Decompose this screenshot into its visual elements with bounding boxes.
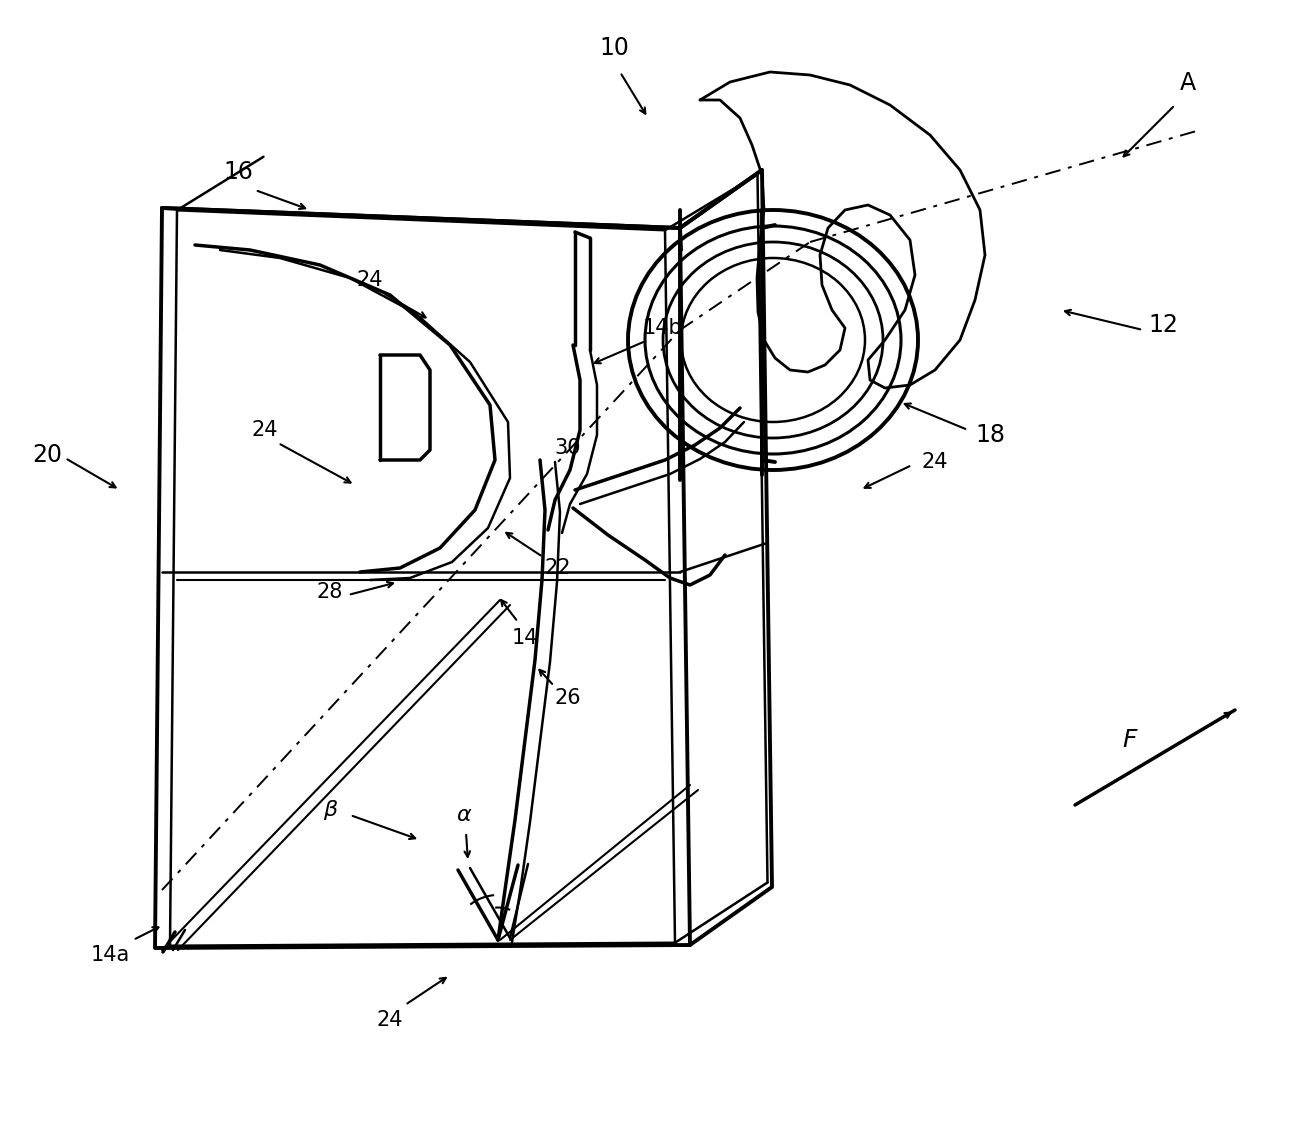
Text: F: F — [1123, 728, 1138, 752]
Text: 14b: 14b — [643, 318, 683, 338]
Text: 12: 12 — [1148, 313, 1178, 337]
Text: 16: 16 — [223, 160, 253, 184]
Text: β: β — [323, 800, 338, 820]
Text: 28: 28 — [317, 582, 343, 602]
Text: 24: 24 — [357, 270, 384, 290]
Text: 14a: 14a — [90, 945, 130, 965]
Text: α: α — [457, 805, 471, 825]
Text: 24: 24 — [251, 420, 279, 440]
Text: 14: 14 — [512, 628, 538, 648]
Text: 30: 30 — [555, 438, 581, 457]
Text: 26: 26 — [555, 688, 581, 708]
Text: 24: 24 — [922, 452, 948, 472]
Text: 10: 10 — [600, 36, 628, 60]
Text: 20: 20 — [31, 443, 62, 467]
Text: 18: 18 — [975, 423, 1005, 447]
Text: 24: 24 — [377, 1011, 403, 1030]
Text: A: A — [1179, 71, 1196, 94]
Text: 22: 22 — [545, 558, 571, 578]
